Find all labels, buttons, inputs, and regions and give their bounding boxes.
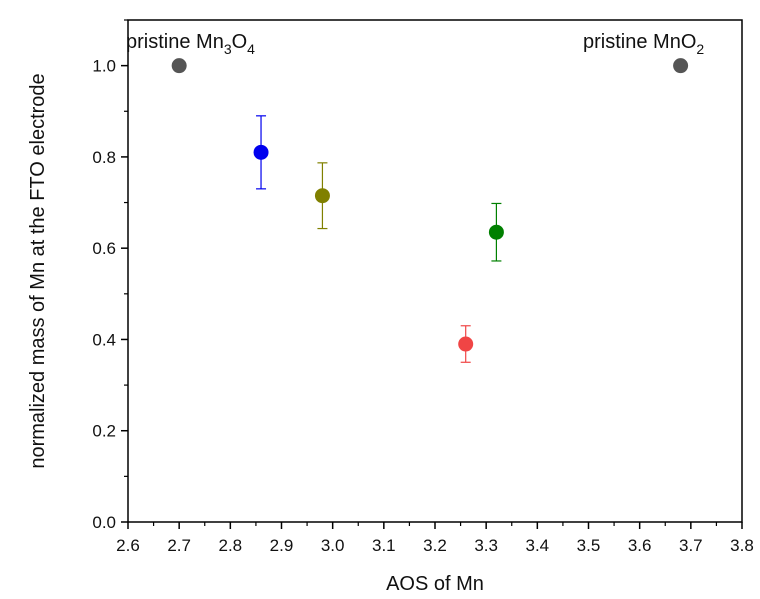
data-series xyxy=(171,58,689,363)
y-tick-label: 1.0 xyxy=(92,57,116,76)
annotation-pristine-mno2: pristine MnO2 xyxy=(583,31,704,57)
x-tick-label: 3.6 xyxy=(628,536,652,555)
data-point xyxy=(171,58,187,74)
x-tick-label: 3.8 xyxy=(730,536,754,555)
data-point xyxy=(488,224,504,240)
data-point xyxy=(458,336,474,352)
data-point xyxy=(253,144,269,160)
x-tick-label: 2.8 xyxy=(219,536,243,555)
y-tick-label: 0.0 xyxy=(92,513,116,532)
x-axis-title: AOS of Mn xyxy=(386,573,484,595)
data-point xyxy=(673,58,689,74)
x-tick-label: 3.5 xyxy=(577,536,601,555)
x-tick-label: 3.3 xyxy=(474,536,498,555)
x-tick-label: 3.0 xyxy=(321,536,345,555)
x-tick-label: 3.2 xyxy=(423,536,447,555)
y-tick-label: 0.6 xyxy=(92,239,116,258)
x-tick-label: 2.7 xyxy=(167,536,191,555)
x-tick-label: 3.7 xyxy=(679,536,703,555)
data-point xyxy=(314,188,330,204)
annotation-pristine-mn3o4: pristine Mn3O4 xyxy=(126,31,255,57)
y-tick-label: 0.8 xyxy=(92,148,116,167)
y-tick-label: 0.4 xyxy=(92,330,116,349)
x-tick-label: 3.1 xyxy=(372,536,396,555)
y-axis: 0.0 0.2 0.4 0.6 0.8 1.0 xyxy=(92,19,128,532)
y-tick-label: 0.2 xyxy=(92,422,116,441)
x-tick-label: 2.6 xyxy=(116,536,140,555)
plot-frame xyxy=(127,19,743,523)
x-axis: 2.6 2.7 2.8 2.9 3.0 3.1 3.2 3.3 3.4 3.5 3.6 3.7 3.8 xyxy=(116,522,754,555)
x-tick-label: 3.4 xyxy=(526,536,550,555)
y-axis-title: normalized mass of Mn at the FTO electro… xyxy=(27,73,49,468)
x-tick-label: 2.9 xyxy=(270,536,294,555)
